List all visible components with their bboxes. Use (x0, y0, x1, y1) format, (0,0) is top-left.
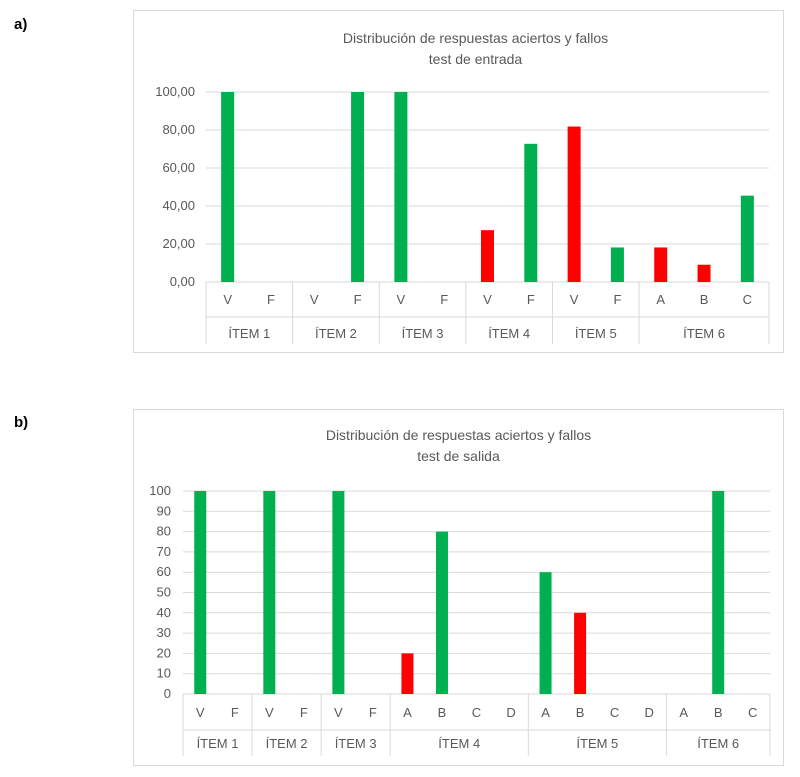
x-group-label: ÍTEM 1 (228, 326, 270, 341)
chart-entrada-svg: Distribución de respuestas aciertos y fa… (155, 30, 770, 344)
x-group-label: ÍTEM 2 (315, 326, 357, 341)
x-category-label: D (506, 705, 515, 720)
x-group-label: ÍTEM 2 (266, 736, 308, 751)
x-category-label: V (223, 292, 232, 307)
x-group-label: ÍTEM 6 (683, 326, 725, 341)
x-category-label: B (576, 705, 585, 720)
bar (401, 653, 414, 694)
bar (221, 92, 235, 282)
bar (332, 491, 345, 694)
bar (194, 491, 207, 694)
x-category-label: C (610, 705, 619, 720)
y-tick-label: 80 (157, 524, 171, 539)
y-tick-label: 60 (157, 564, 171, 579)
bar (351, 92, 365, 282)
x-group-label: ÍTEM 5 (576, 736, 618, 751)
bar (567, 126, 581, 283)
bar (697, 264, 711, 282)
bar (481, 230, 494, 282)
bar (712, 491, 725, 694)
y-tick-label: 100 (149, 483, 171, 498)
x-category-label: V (570, 292, 579, 307)
panel-label-b: b) (14, 414, 29, 431)
bar (610, 247, 624, 282)
x-category-label: B (438, 705, 447, 720)
x-category-label: V (334, 705, 343, 720)
chart-salida: Distribución de respuestas aciertos y fa… (133, 409, 784, 766)
x-category-label: F (440, 292, 448, 307)
chart-title: Distribución de respuestas aciertos y fa… (343, 30, 608, 46)
x-category-label: C (748, 705, 757, 720)
x-category-label: F (354, 292, 362, 307)
x-category-label: A (679, 705, 688, 720)
chart-salida-svg: Distribución de respuestas aciertos y fa… (149, 427, 771, 756)
x-category-label: A (541, 705, 550, 720)
x-category-label: V (265, 705, 274, 720)
chart-entrada: Distribución de respuestas aciertos y fa… (133, 10, 784, 353)
x-group-label: ÍTEM 3 (402, 326, 444, 341)
x-category-label: D (644, 705, 653, 720)
x-category-label: F (613, 292, 621, 307)
y-tick-label: 30 (157, 625, 171, 640)
y-tick-label: 0 (164, 686, 171, 701)
y-tick-label: 80,00 (162, 122, 195, 137)
x-group-label: ÍTEM 4 (488, 326, 530, 341)
y-tick-label: 20 (157, 645, 171, 660)
y-tick-label: 50 (157, 585, 171, 600)
panel-label-a: a) (14, 16, 28, 33)
x-category-label: V (310, 292, 319, 307)
x-category-label: F (231, 705, 239, 720)
x-category-label: C (472, 705, 481, 720)
x-group-label: ÍTEM 5 (575, 326, 617, 341)
x-category-label: B (700, 292, 709, 307)
x-category-label: F (369, 705, 377, 720)
y-tick-label: 60,00 (162, 160, 195, 175)
x-group-label: ÍTEM 1 (197, 736, 239, 751)
x-group-label: ÍTEM 3 (335, 736, 377, 751)
chart-subtitle: test de salida (417, 448, 500, 464)
y-tick-label: 100,00 (155, 84, 195, 99)
y-tick-label: 40,00 (162, 198, 195, 213)
bar (435, 531, 448, 694)
x-category-label: C (743, 292, 752, 307)
x-group-label: ÍTEM 6 (697, 736, 739, 751)
x-category-label: V (196, 705, 205, 720)
bar (524, 143, 538, 282)
chart-subtitle: test de entrada (429, 51, 523, 67)
y-tick-label: 0,00 (170, 274, 195, 289)
x-category-label: A (656, 292, 665, 307)
bar (654, 247, 668, 282)
x-category-label: V (397, 292, 406, 307)
y-tick-label: 90 (157, 503, 171, 518)
bar (740, 195, 754, 282)
bar (394, 92, 408, 282)
x-category-label: A (403, 705, 412, 720)
y-tick-label: 40 (157, 605, 171, 620)
x-category-label: B (714, 705, 723, 720)
x-category-label: F (300, 705, 308, 720)
y-tick-label: 20,00 (162, 236, 195, 251)
bar (574, 612, 587, 694)
bar (263, 491, 276, 694)
bar (539, 572, 552, 694)
x-category-label: F (267, 292, 275, 307)
chart-title: Distribución de respuestas aciertos y fa… (326, 427, 591, 443)
x-category-label: F (527, 292, 535, 307)
x-category-label: V (483, 292, 492, 307)
x-group-label: ÍTEM 4 (438, 736, 480, 751)
y-tick-label: 10 (157, 666, 171, 681)
y-tick-label: 70 (157, 544, 171, 559)
